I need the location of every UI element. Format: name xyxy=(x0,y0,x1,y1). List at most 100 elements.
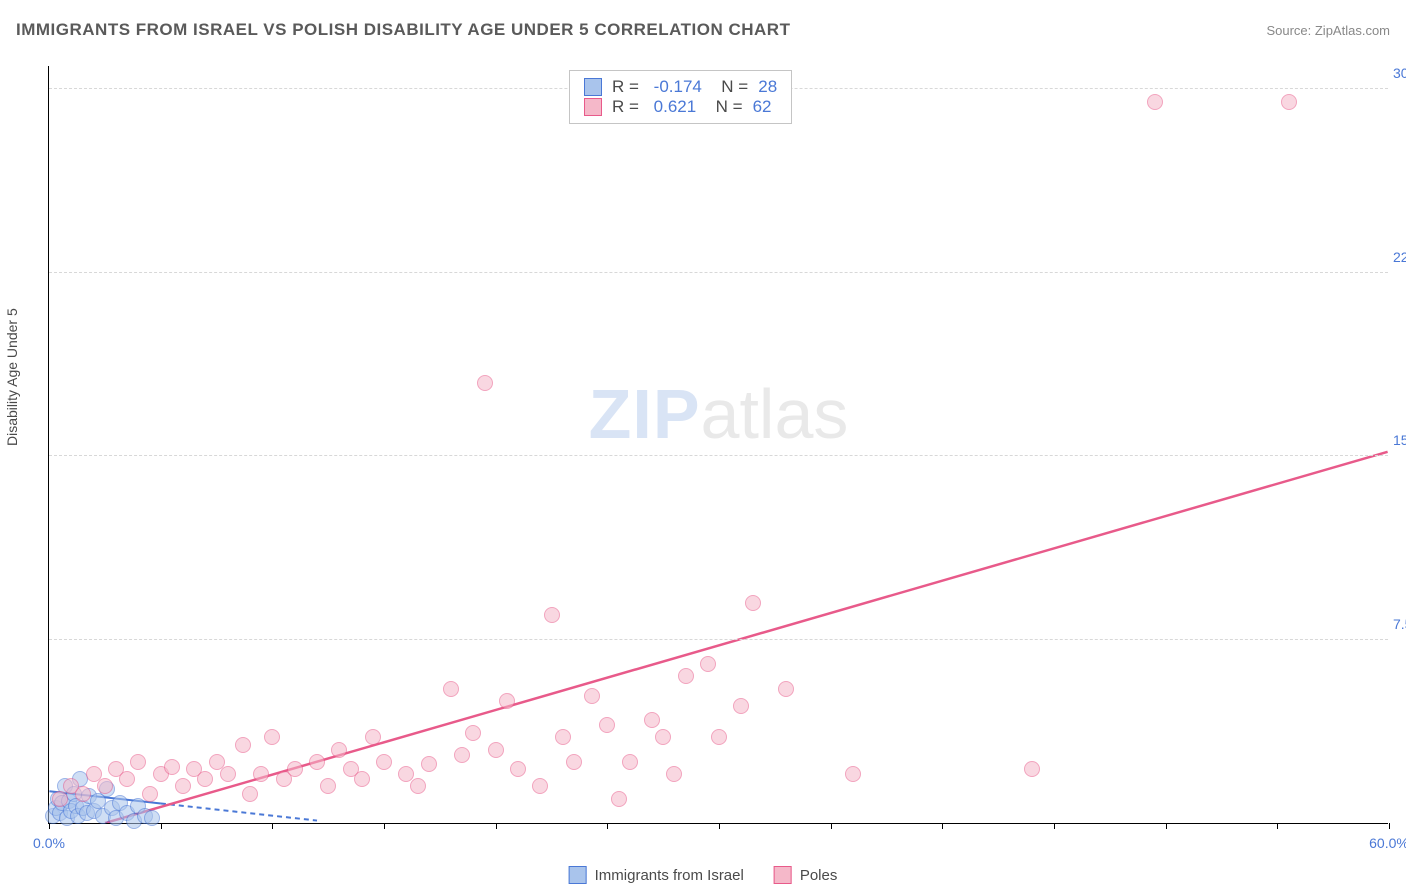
scatter-point-poles xyxy=(532,778,548,794)
stats-row-poles: R = 0.621 N = 62 xyxy=(584,97,777,117)
legend-item: Poles xyxy=(774,866,838,884)
scatter-point-poles xyxy=(745,595,761,611)
scatter-point-poles xyxy=(566,754,582,770)
x-tick xyxy=(161,823,162,829)
trend-lines-layer xyxy=(49,66,1388,823)
scatter-point-poles xyxy=(666,766,682,782)
stats-n-label: N = xyxy=(712,77,748,97)
scatter-point-poles xyxy=(52,791,68,807)
stats-swatch-icon xyxy=(584,98,602,116)
x-tick xyxy=(942,823,943,829)
scatter-point-poles xyxy=(477,375,493,391)
scatter-point-poles xyxy=(555,729,571,745)
scatter-point-poles xyxy=(711,729,727,745)
scatter-point-poles xyxy=(584,688,600,704)
scatter-point-poles xyxy=(309,754,325,770)
scatter-point-poles xyxy=(320,778,336,794)
x-tick xyxy=(719,823,720,829)
x-tick xyxy=(1389,823,1390,829)
stats-n-label: N = xyxy=(706,97,742,117)
scatter-point-poles xyxy=(599,717,615,733)
gridline xyxy=(49,272,1388,273)
x-tick xyxy=(1054,823,1055,829)
chart-title: IMMIGRANTS FROM ISRAEL VS POLISH DISABIL… xyxy=(16,20,790,40)
title-bar: IMMIGRANTS FROM ISRAEL VS POLISH DISABIL… xyxy=(16,20,1390,40)
correlation-stats-box: R = -0.174 N =28R = 0.621 N =62 xyxy=(569,70,792,124)
x-tick xyxy=(384,823,385,829)
scatter-point-poles xyxy=(365,729,381,745)
scatter-point-poles xyxy=(443,681,459,697)
stats-n-value: 28 xyxy=(758,77,777,97)
scatter-point-poles xyxy=(733,698,749,714)
x-tick-label: 60.0% xyxy=(1369,835,1406,851)
y-tick-label: 22.5% xyxy=(1393,249,1406,265)
scatter-point-poles xyxy=(253,766,269,782)
y-tick-label: 7.5% xyxy=(1393,616,1406,632)
scatter-point-poles xyxy=(454,747,470,763)
scatter-point-poles xyxy=(1281,94,1297,110)
legend-label: Immigrants from Israel xyxy=(595,867,744,884)
scatter-point-poles xyxy=(465,725,481,741)
legend-item: Immigrants from Israel xyxy=(569,866,744,884)
scatter-point-poles xyxy=(845,766,861,782)
x-tick xyxy=(49,823,50,829)
scatter-point-poles xyxy=(778,681,794,697)
scatter-point-poles xyxy=(142,786,158,802)
gridline xyxy=(49,639,1388,640)
scatter-point-poles xyxy=(1147,94,1163,110)
scatter-point-poles xyxy=(510,761,526,777)
scatter-point-poles xyxy=(75,786,91,802)
scatter-point-poles xyxy=(700,656,716,672)
scatter-point-poles xyxy=(611,791,627,807)
scatter-point-poles xyxy=(655,729,671,745)
watermark: ZIPatlas xyxy=(589,374,849,454)
y-tick-label: 30.0% xyxy=(1393,65,1406,81)
scatter-point-poles xyxy=(175,778,191,794)
scatter-point-poles xyxy=(130,754,146,770)
watermark-part-b: atlas xyxy=(701,375,849,453)
source-attribution: Source: ZipAtlas.com xyxy=(1266,23,1390,38)
legend-swatch-icon xyxy=(774,866,792,884)
stats-n-value: 62 xyxy=(753,97,772,117)
scatter-point-poles xyxy=(331,742,347,758)
stats-r-value: 0.621 xyxy=(654,97,697,117)
scatter-point-poles xyxy=(488,742,504,758)
x-tick-label: 0.0% xyxy=(33,835,65,851)
scatter-point-poles xyxy=(197,771,213,787)
x-tick xyxy=(272,823,273,829)
stats-r-label: R = xyxy=(612,97,644,117)
scatter-point-israel xyxy=(144,810,160,826)
scatter-point-poles xyxy=(410,778,426,794)
scatter-point-poles xyxy=(421,756,437,772)
y-tick-label: 15.0% xyxy=(1393,432,1406,448)
stats-r-value: -0.174 xyxy=(654,77,702,97)
scatter-point-poles xyxy=(376,754,392,770)
scatter-point-poles xyxy=(97,778,113,794)
scatter-point-poles xyxy=(287,761,303,777)
y-axis-label: Disability Age Under 5 xyxy=(4,308,20,446)
x-tick xyxy=(496,823,497,829)
scatter-point-poles xyxy=(235,737,251,753)
stats-row-israel: R = -0.174 N = 28 xyxy=(584,77,777,97)
gridline xyxy=(49,455,1388,456)
watermark-part-a: ZIP xyxy=(589,375,701,453)
scatter-point-poles xyxy=(220,766,236,782)
legend: Immigrants from Israel Poles xyxy=(569,866,838,884)
stats-swatch-icon xyxy=(584,78,602,96)
scatter-point-poles xyxy=(354,771,370,787)
scatter-plot-area: ZIPatlas 7.5%15.0%22.5%30.0%0.0%60.0%R =… xyxy=(48,66,1388,824)
stats-r-label: R = xyxy=(612,77,644,97)
scatter-point-poles xyxy=(1024,761,1040,777)
x-tick xyxy=(607,823,608,829)
scatter-point-poles xyxy=(119,771,135,787)
scatter-point-poles xyxy=(678,668,694,684)
x-tick xyxy=(1277,823,1278,829)
scatter-point-poles xyxy=(499,693,515,709)
scatter-point-poles xyxy=(644,712,660,728)
legend-swatch-icon xyxy=(569,866,587,884)
scatter-point-poles xyxy=(544,607,560,623)
scatter-point-poles xyxy=(622,754,638,770)
scatter-point-poles xyxy=(164,759,180,775)
legend-label: Poles xyxy=(800,867,838,884)
scatter-point-poles xyxy=(242,786,258,802)
